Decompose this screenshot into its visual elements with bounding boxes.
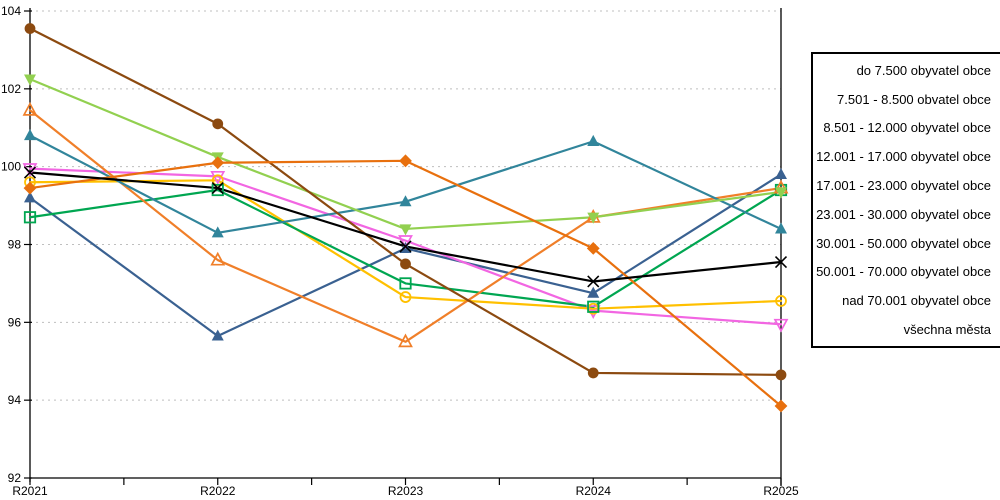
- legend-item: nad 70.001 obyvatel obce: [813, 293, 1000, 308]
- diamond-marker: [774, 399, 788, 413]
- diamond-marker: [586, 241, 600, 255]
- triangle-up-open-marker: [398, 333, 413, 348]
- triangle-up-marker: [24, 191, 36, 203]
- triangle-up-marker: [587, 134, 600, 146]
- x-marker: [587, 275, 600, 288]
- x-marker: [23, 166, 37, 179]
- circle-open-marker: [775, 295, 787, 307]
- circle-marker: [212, 118, 224, 130]
- legend-item: 17.001 - 23.000 obyvatel obce: [813, 178, 1000, 193]
- legend-item: všechna města: [813, 322, 1000, 337]
- y-tick-label: 102: [1, 82, 21, 96]
- circle-marker: [24, 23, 36, 34]
- legend-item-label: nad 70.001 obyvatel obce: [842, 293, 991, 309]
- triangle-up-marker: [775, 167, 787, 180]
- square-open-marker: [399, 277, 412, 290]
- y-tick-label: 94: [8, 393, 22, 407]
- triangle-down-marker: [587, 212, 600, 224]
- x-tick-label: R2023: [388, 484, 424, 498]
- triangle-up-open-marker: [210, 251, 226, 266]
- series-line-5: [28, 134, 783, 234]
- diamond-marker: [211, 156, 225, 170]
- y-tick-label: 98: [8, 238, 22, 252]
- triangle-up-marker: [24, 129, 36, 141]
- x-tick-label: R2025: [763, 484, 799, 498]
- circle-marker: [400, 258, 411, 270]
- x-tick-label: R2022: [200, 484, 236, 498]
- circle-open-marker: [399, 291, 412, 303]
- triangle-down-open-marker: [210, 170, 226, 185]
- legend-item: 7.501 - 8.500 obvatel obce: [813, 92, 1000, 107]
- legend-item-label: 50.001 - 70.000 obyvatel obce: [816, 264, 991, 280]
- circle-marker: [775, 369, 787, 381]
- legend-item-label: do 7.500 obyvatel obce: [856, 62, 991, 78]
- legend-item: 30.001 - 50.000 obyvatel obce: [813, 236, 1000, 251]
- legend-item-label: 17.001 - 23.000 obyvatel obce: [816, 178, 991, 194]
- diamond-marker: [23, 181, 37, 195]
- x-tick-label: R2021: [12, 484, 48, 498]
- triangle-up-open-marker: [22, 101, 38, 116]
- x-marker: [211, 182, 224, 195]
- legend: do 7.500 obyvatel obce 7.501 - 8.500 obva…: [811, 52, 1000, 348]
- series-line-6: [28, 78, 783, 231]
- x-marker: [399, 240, 412, 253]
- series-line-1: [28, 167, 783, 326]
- triangle-down-marker: [24, 74, 36, 86]
- triangle-up-marker: [587, 286, 600, 298]
- legend-item-label: 7.501 - 8.500 obvatel obce: [837, 91, 991, 107]
- legend-item: 50.001 - 70.000 obyvatel obce: [813, 264, 1000, 279]
- series-line-4: [28, 109, 783, 343]
- diamond-marker: [399, 154, 412, 168]
- triangle-down-marker: [399, 224, 412, 236]
- x-tick-label: R2024: [576, 484, 612, 498]
- triangle-down-open-marker: [398, 235, 413, 249]
- y-tick-label: 96: [8, 315, 22, 329]
- legend-item: 12.001 - 17.000 obyvatel obce: [813, 149, 1000, 164]
- series-line-3: [28, 188, 783, 308]
- legend-item: 23.001 - 30.000 obyvatel obce: [813, 207, 1000, 222]
- legend-item-label: 12.001 - 17.000 obyvatel obce: [816, 149, 991, 165]
- series-line-2: [28, 179, 783, 310]
- circle-marker: [587, 367, 599, 379]
- legend-item: 8.501 - 12.000 obyvatel obce: [813, 120, 1000, 135]
- y-tick-label: 104: [1, 4, 21, 18]
- x-marker: [774, 255, 788, 269]
- triangle-up-marker: [775, 222, 787, 234]
- triangle-down-marker: [775, 187, 787, 199]
- square-open-marker: [211, 183, 224, 197]
- legend-item: do 7.500 obyvatel obce: [813, 63, 1000, 78]
- triangle-up-marker: [211, 226, 224, 238]
- square-open-marker: [587, 300, 600, 313]
- y-tick-label: 100: [1, 160, 21, 174]
- square-open-marker: [23, 211, 37, 224]
- legend-item-label: všechna města: [903, 322, 991, 338]
- legend-item-label: 30.001 - 50.000 obyvatel obce: [816, 235, 991, 251]
- triangle-down-open-marker: [773, 318, 789, 333]
- legend-item-label: 8.501 - 12.000 obyvatel obce: [823, 120, 991, 136]
- triangle-up-marker: [399, 195, 412, 207]
- triangle-up-marker: [211, 329, 224, 341]
- legend-item-label: 23.001 - 30.000 obyvatel obce: [816, 206, 991, 222]
- y-tick-label: 92: [8, 471, 22, 485]
